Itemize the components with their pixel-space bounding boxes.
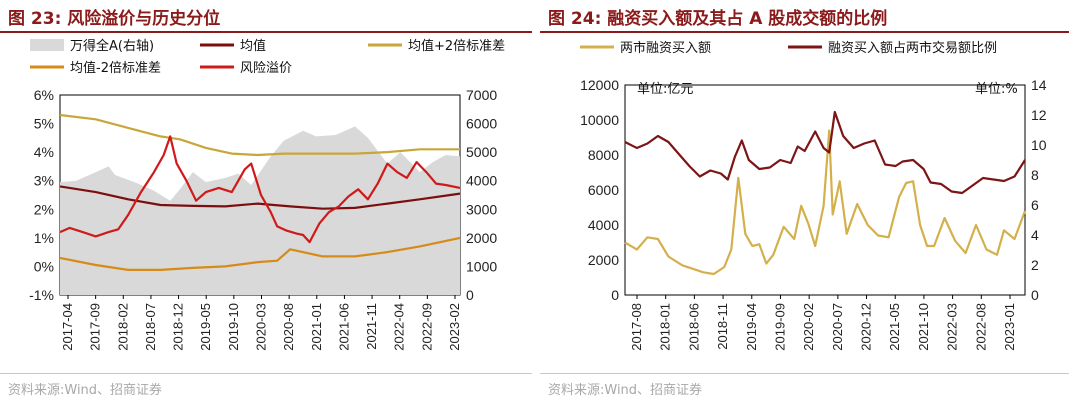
right-y-left-tick: 0 <box>611 287 619 303</box>
left-y-right-tick: 3000 <box>466 201 497 217</box>
right-y-left-tick: 12000 <box>580 77 619 93</box>
left-y-right-tick: 2000 <box>466 230 497 246</box>
right-source-rule <box>540 373 1069 374</box>
left-legend-swatch <box>30 39 64 51</box>
right-chart-svg: 1200010000800060004000200001412108642020… <box>580 40 1047 351</box>
left-chart-title: 图 23: 风险溢价与历史分位 <box>8 9 221 29</box>
left-series-area-0 <box>60 126 460 296</box>
left-title-rule <box>0 31 532 33</box>
right-plot-frame <box>624 84 1026 296</box>
right-x-tick-label: 2023-01 <box>1002 303 1017 351</box>
left-x-tick-label: 2019-10 <box>226 303 241 351</box>
right-x-tick-label: 2018-06 <box>686 303 701 351</box>
left-y-left-tick: 0% <box>34 258 54 274</box>
right-x-tick-label: 2019-04 <box>744 303 759 351</box>
left-legend-label: 风险溢价 <box>240 61 292 76</box>
right-x-tick-label: 2018-01 <box>658 303 673 351</box>
left-x-tick-label: 2017-09 <box>88 303 103 351</box>
right-y-right-tick: 4 <box>1031 227 1039 243</box>
left-x-tick-label: 2023-02 <box>447 303 462 351</box>
right-x-tick-label: 2020-07 <box>830 303 845 351</box>
right-x-tick-label: 2019-09 <box>772 303 787 351</box>
left-series-line-3 <box>59 236 461 271</box>
left-x-tick-label: 2021-11 <box>364 303 379 350</box>
right-x-tick-label: 2022-03 <box>945 303 960 351</box>
right-y-left-tick: 10000 <box>580 112 619 128</box>
right-title-rule <box>540 31 1069 33</box>
left-x-tick-label: 2021-01 <box>309 303 324 351</box>
right-x-tick-label: 2020-02 <box>801 303 816 351</box>
left-y-right-tick: 0 <box>466 287 474 303</box>
right-y-left-tick: 8000 <box>588 147 619 163</box>
left-y-left-tick: 6% <box>34 87 54 103</box>
left-series-line-1 <box>59 185 461 210</box>
left-x-tick-label: 2021-06 <box>336 303 351 351</box>
right-y-right-tick: 2 <box>1031 257 1039 273</box>
left-legend-label: 均值+2倍标准差 <box>408 38 505 54</box>
left-y-left-tick: 1% <box>34 230 54 246</box>
left-chart-svg: 6% 5% 4% 3% 2% 1% 0% -1% 7000 6000 5000 4000 3000 200… <box>29 38 505 351</box>
left-x-tick-label: 2019-05 <box>198 303 213 351</box>
left-legend-label: 均值-2倍标准差 <box>70 60 161 76</box>
left-y-right-tick: 7000 <box>466 87 497 103</box>
left-title-bar: 图 23: 风险溢价与历史分位 <box>0 0 540 30</box>
right-source-note: 资料来源:Wind、招商证券 <box>548 383 703 398</box>
left-y-right-tick: 4000 <box>466 173 497 189</box>
right-y-right-tick: 14 <box>1031 77 1047 93</box>
left-legend-label: 万得全A(右轴) <box>70 38 154 54</box>
right-y-left-tick: 2000 <box>588 252 619 268</box>
right-x-tick-label: 2021-05 <box>887 303 902 351</box>
right-series-line-1 <box>624 110 1026 195</box>
left-series-line-4 <box>59 135 461 244</box>
left-x-tick-label: 2022-09 <box>419 303 434 351</box>
right-unit-right: 单位:% <box>975 82 1018 97</box>
left-y-left-tick: 5% <box>34 116 54 132</box>
left-y-left-tick: 4% <box>34 144 54 160</box>
left-y-right-tick: 1000 <box>466 258 497 274</box>
right-x-tick-label: 2017-08 <box>629 303 644 351</box>
left-y-right-tick: 6000 <box>466 116 497 132</box>
right-series-line-0 <box>624 129 1027 276</box>
left-source-note: 资料来源:Wind、招商证券 <box>8 383 163 398</box>
left-y-left-tick: -1% <box>29 287 54 303</box>
left-x-tick-label: 2018-02 <box>115 303 130 351</box>
right-x-tick-label: 2021-10 <box>916 303 931 351</box>
right-x-tick-label: 2020-12 <box>859 303 874 351</box>
right-legend-label: 融资买入额占两市交易额比例 <box>828 40 997 56</box>
right-y-left-tick: 6000 <box>588 182 619 198</box>
right-chart-title: 图 24: 融资买入额及其占 A 股成交额的比例 <box>548 9 888 29</box>
left-x-tick-label: 2020-08 <box>281 303 296 351</box>
right-legend-label: 两市融资买入额 <box>620 40 711 56</box>
right-x-tick-label: 2022-08 <box>973 303 988 351</box>
left-y-right-tick: 5000 <box>466 144 497 160</box>
right-title-bar: 图 24: 融资买入额及其占 A 股成交额的比例 <box>540 0 1077 30</box>
left-source-rule <box>0 373 532 374</box>
right-y-right-tick: 6 <box>1031 197 1039 213</box>
left-y-left-tick: 3% <box>34 173 54 189</box>
right-unit-left: 单位:亿元 <box>637 82 693 97</box>
left-x-tick-label: 2020-03 <box>254 303 269 351</box>
left-y-left-tick: 2% <box>34 201 54 217</box>
left-chart-panel: 图 23: 风险溢价与历史分位 6% 5% 4% 3% 2% 1% 0% -1% 7000 600… <box>0 0 540 398</box>
right-chart-panel: 图 24: 融资买入额及其占 A 股成交额的比例 12000 10000 8000 6… <box>540 0 1077 406</box>
right-x-tick-label: 2018-11 <box>715 303 730 350</box>
left-x-tick-label: 2018-07 <box>143 303 158 351</box>
right-y-right-tick: 0 <box>1031 287 1039 303</box>
left-x-tick-label: 2017-04 <box>60 303 75 351</box>
right-y-left-tick: 4000 <box>588 217 619 233</box>
right-y-right-tick: 10 <box>1031 137 1047 153</box>
right-y-right-tick: 12 <box>1031 107 1047 123</box>
left-x-tick-label: 2018-12 <box>171 303 186 351</box>
left-series-line-2 <box>59 113 460 157</box>
left-legend-label: 均值 <box>240 38 266 54</box>
right-y-right-tick: 8 <box>1031 167 1039 183</box>
left-x-tick-label: 2022-04 <box>392 303 407 351</box>
